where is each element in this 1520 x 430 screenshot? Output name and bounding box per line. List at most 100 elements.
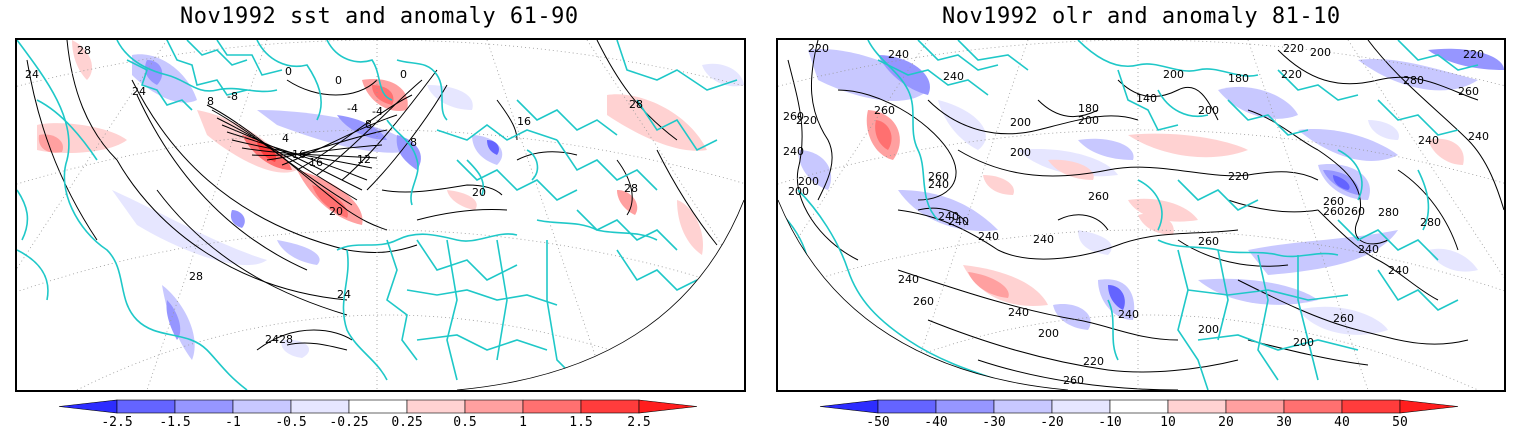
contour-label: 220 xyxy=(1463,48,1484,61)
anomaly-patch xyxy=(38,134,63,153)
colorbar-label: 20 xyxy=(1218,415,1234,430)
olr-contour xyxy=(1117,79,1219,121)
contour-label: 200 xyxy=(798,175,819,188)
olr-contour xyxy=(1227,199,1319,213)
anomaly-patch xyxy=(396,135,421,170)
colorbar-segment xyxy=(464,399,524,414)
sst-contour xyxy=(286,342,348,351)
coastline xyxy=(526,149,539,181)
latitude-line xyxy=(17,129,744,201)
border xyxy=(1377,269,1459,311)
border xyxy=(917,40,999,71)
contour-label: 280 xyxy=(1378,206,1399,219)
coastline xyxy=(466,159,485,196)
contour-label: 200 xyxy=(1010,146,1031,159)
contour-label: 240 xyxy=(898,273,919,286)
contour-label: 240 xyxy=(1388,264,1409,277)
contour-label: -8 xyxy=(227,90,238,103)
colorbar-segment xyxy=(348,399,408,414)
border xyxy=(1177,179,1259,211)
contour-label: 2428 xyxy=(265,333,293,346)
anomaly-patch xyxy=(112,190,267,266)
sst-contour xyxy=(286,79,378,96)
contour-label: 28 xyxy=(77,44,91,57)
border xyxy=(556,139,658,191)
projection-edge xyxy=(456,199,744,390)
colorbar-segment xyxy=(232,399,292,414)
olr-contour xyxy=(1367,40,1504,211)
coastline xyxy=(1337,149,1363,201)
anomaly-patch xyxy=(312,185,348,218)
contour-label: 240 xyxy=(1358,243,1379,256)
border xyxy=(546,240,578,381)
colorbar-segments xyxy=(819,399,1459,414)
coastline xyxy=(36,99,98,161)
contour-label: 28 xyxy=(189,270,203,283)
anomaly-patch xyxy=(983,175,1014,195)
coastline xyxy=(797,189,999,381)
colorbar-label: -20 xyxy=(1040,415,1063,430)
border xyxy=(386,239,418,361)
colorbar-label: 1 xyxy=(519,415,527,430)
colorbar-label: -2.5 xyxy=(101,415,132,430)
anomaly-patch xyxy=(277,240,320,265)
contour-label: 220 xyxy=(1281,68,1302,81)
sst-contour xyxy=(136,94,308,271)
border xyxy=(1117,69,1179,131)
sst-contour xyxy=(516,151,578,161)
border xyxy=(1187,289,1349,301)
contour-label: 4 xyxy=(282,132,289,145)
contour-label: 200 xyxy=(1010,116,1031,129)
anomaly-patch xyxy=(808,49,928,101)
contour-label: 220 xyxy=(796,114,817,127)
anomaly-patch xyxy=(875,120,892,150)
contour-label: 220 xyxy=(808,42,829,55)
colorbar-right-arrow xyxy=(1399,399,1459,414)
sst-contour xyxy=(156,189,348,316)
olr-panel-title: Nov1992 olr and anomaly 81-10 xyxy=(942,4,1341,29)
anomaly-patch xyxy=(1218,86,1298,119)
border xyxy=(186,40,248,66)
contour-label: 16 xyxy=(309,156,323,169)
olr-contour xyxy=(927,319,1239,373)
latitude-line xyxy=(17,229,744,311)
anomaly-patch xyxy=(257,110,417,153)
contour-label: 28 xyxy=(624,182,638,195)
sst-contour xyxy=(416,209,508,221)
sst-contour xyxy=(116,159,348,301)
olr-contour xyxy=(957,149,1319,181)
anomaly-patch xyxy=(1298,306,1388,335)
border xyxy=(616,40,738,91)
border xyxy=(166,40,248,96)
contour-label: 240 xyxy=(978,230,999,243)
contour-label: 240 xyxy=(938,210,959,223)
contour-label: 20 xyxy=(329,205,343,218)
contour-label: 260 xyxy=(1088,190,1109,203)
contour-label: 240 xyxy=(948,215,969,228)
longitude-line xyxy=(486,40,608,390)
olr-map-canvas: 220 240 240 260 220 200 140 200 180 220 … xyxy=(778,40,1504,390)
longitude-line xyxy=(1247,40,1369,390)
sst-colorbar: -2.5 -1.5 -1 -0.5 -0.25 0.25 0.5 1 1.5 2… xyxy=(58,399,698,430)
anomaly-patch xyxy=(372,85,394,105)
border xyxy=(877,59,989,96)
contour-label: 240 xyxy=(1468,130,1489,143)
anomaly-patch xyxy=(1053,304,1091,330)
anomaly-patch xyxy=(968,272,1009,298)
sst-contour xyxy=(231,139,373,169)
colorbar-label: -30 xyxy=(982,415,1005,430)
colorbar-label: -40 xyxy=(924,415,947,430)
contour-label: 240 xyxy=(1008,306,1029,319)
border xyxy=(416,239,518,281)
colorbar-segment xyxy=(1167,399,1227,414)
border xyxy=(636,99,718,152)
coastline xyxy=(326,40,393,101)
anomaly-patch xyxy=(963,265,1048,306)
latitude-line xyxy=(778,40,1504,101)
border xyxy=(1197,334,1359,351)
contour-label: 24 xyxy=(132,85,146,98)
sst-contour xyxy=(316,79,423,176)
anomaly-patch xyxy=(617,190,638,215)
olr-map: 220 240 240 260 220 200 140 200 180 220 … xyxy=(776,38,1506,392)
anomaly-patch xyxy=(938,100,986,150)
